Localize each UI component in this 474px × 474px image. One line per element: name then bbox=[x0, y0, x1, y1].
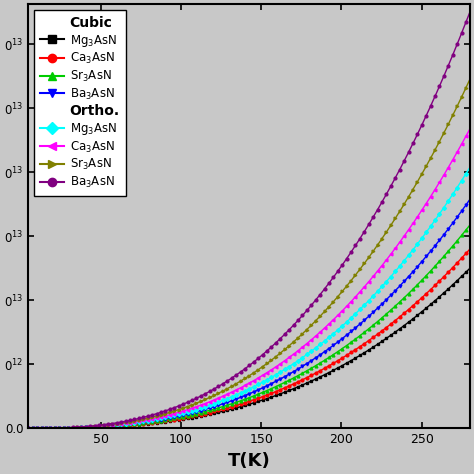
Ca$_3$AsN bbox=[307, 374, 312, 379]
Ca$_3$AsN bbox=[307, 338, 312, 344]
Mg$_3$AsN bbox=[307, 350, 312, 356]
Legend: Cubic, Mg$_3$AsN, Ca$_3$AsN, Sr$_3$AsN, Ba$_3$AsN, Ortho., Mg$_3$AsN, Ca$_3$AsN,: Cubic, Mg$_3$AsN, Ca$_3$AsN, Sr$_3$AsN, … bbox=[34, 10, 126, 196]
Ca$_3$AsN bbox=[293, 349, 299, 355]
Mg$_3$AsN bbox=[26, 426, 31, 431]
Ca$_3$AsN bbox=[26, 426, 31, 431]
Sr$_3$AsN bbox=[406, 291, 411, 296]
Mg$_3$AsN bbox=[307, 379, 312, 385]
Sr$_3$AsN bbox=[282, 346, 288, 352]
Mg$_3$AsN bbox=[467, 164, 473, 170]
Line: Ca$_3$AsN: Ca$_3$AsN bbox=[27, 248, 471, 430]
Mg$_3$AsN bbox=[467, 265, 473, 271]
Mg$_3$AsN bbox=[293, 359, 299, 365]
Mg$_3$AsN bbox=[282, 366, 288, 372]
Ba$_3$AsN bbox=[26, 426, 31, 431]
Ba$_3$AsN bbox=[293, 367, 299, 373]
Ba$_3$AsN bbox=[406, 274, 411, 280]
Ba$_3$AsN bbox=[26, 426, 31, 431]
Ba$_3$AsN bbox=[53, 425, 58, 431]
Mg$_3$AsN bbox=[360, 303, 366, 309]
Mg$_3$AsN bbox=[53, 426, 58, 431]
Sr$_3$AsN bbox=[307, 366, 312, 372]
Line: Ba$_3$AsN: Ba$_3$AsN bbox=[27, 11, 471, 430]
Sr$_3$AsN bbox=[467, 77, 473, 82]
Ba$_3$AsN bbox=[53, 425, 58, 431]
Sr$_3$AsN bbox=[53, 425, 58, 431]
Ca$_3$AsN bbox=[360, 285, 366, 291]
Ba$_3$AsN bbox=[360, 230, 366, 236]
Mg$_3$AsN bbox=[406, 253, 411, 258]
Sr$_3$AsN bbox=[360, 262, 366, 268]
Mg$_3$AsN bbox=[293, 385, 299, 391]
Ba$_3$AsN bbox=[406, 149, 411, 155]
Ca$_3$AsN bbox=[467, 126, 473, 132]
Line: Ba$_3$AsN: Ba$_3$AsN bbox=[27, 198, 471, 430]
Ba$_3$AsN bbox=[467, 9, 473, 15]
Ca$_3$AsN bbox=[293, 380, 299, 385]
Ca$_3$AsN bbox=[53, 426, 58, 431]
Ba$_3$AsN bbox=[307, 359, 312, 365]
Sr$_3$AsN bbox=[282, 380, 288, 385]
Mg$_3$AsN bbox=[26, 426, 31, 431]
Ba$_3$AsN bbox=[360, 319, 366, 324]
Sr$_3$AsN bbox=[307, 324, 312, 330]
Ba$_3$AsN bbox=[307, 304, 312, 310]
Mg$_3$AsN bbox=[360, 351, 366, 356]
Ba$_3$AsN bbox=[282, 374, 288, 380]
Sr$_3$AsN bbox=[467, 222, 473, 228]
Line: Sr$_3$AsN: Sr$_3$AsN bbox=[27, 224, 471, 430]
Ca$_3$AsN bbox=[467, 246, 473, 252]
Ba$_3$AsN bbox=[293, 319, 299, 325]
Sr$_3$AsN bbox=[26, 426, 31, 431]
Line: Mg$_3$AsN: Mg$_3$AsN bbox=[27, 267, 471, 430]
Sr$_3$AsN bbox=[406, 194, 411, 200]
Ca$_3$AsN bbox=[282, 385, 288, 391]
Sr$_3$AsN bbox=[293, 337, 299, 342]
Mg$_3$AsN bbox=[406, 319, 411, 325]
Line: Sr$_3$AsN: Sr$_3$AsN bbox=[27, 78, 471, 430]
Ca$_3$AsN bbox=[406, 227, 411, 233]
Mg$_3$AsN bbox=[282, 389, 288, 395]
Ca$_3$AsN bbox=[53, 425, 58, 431]
Ca$_3$AsN bbox=[406, 307, 411, 312]
Line: Ca$_3$AsN: Ca$_3$AsN bbox=[27, 128, 471, 430]
Sr$_3$AsN bbox=[360, 330, 366, 336]
Sr$_3$AsN bbox=[26, 426, 31, 431]
Ca$_3$AsN bbox=[360, 342, 366, 347]
Line: Mg$_3$AsN: Mg$_3$AsN bbox=[27, 166, 471, 430]
Sr$_3$AsN bbox=[293, 374, 299, 379]
Ca$_3$AsN bbox=[282, 358, 288, 364]
Mg$_3$AsN bbox=[53, 425, 58, 431]
Ca$_3$AsN bbox=[26, 426, 31, 431]
X-axis label: T(K): T(K) bbox=[228, 452, 271, 470]
Ba$_3$AsN bbox=[282, 331, 288, 337]
Sr$_3$AsN bbox=[53, 425, 58, 431]
Ba$_3$AsN bbox=[467, 197, 473, 202]
